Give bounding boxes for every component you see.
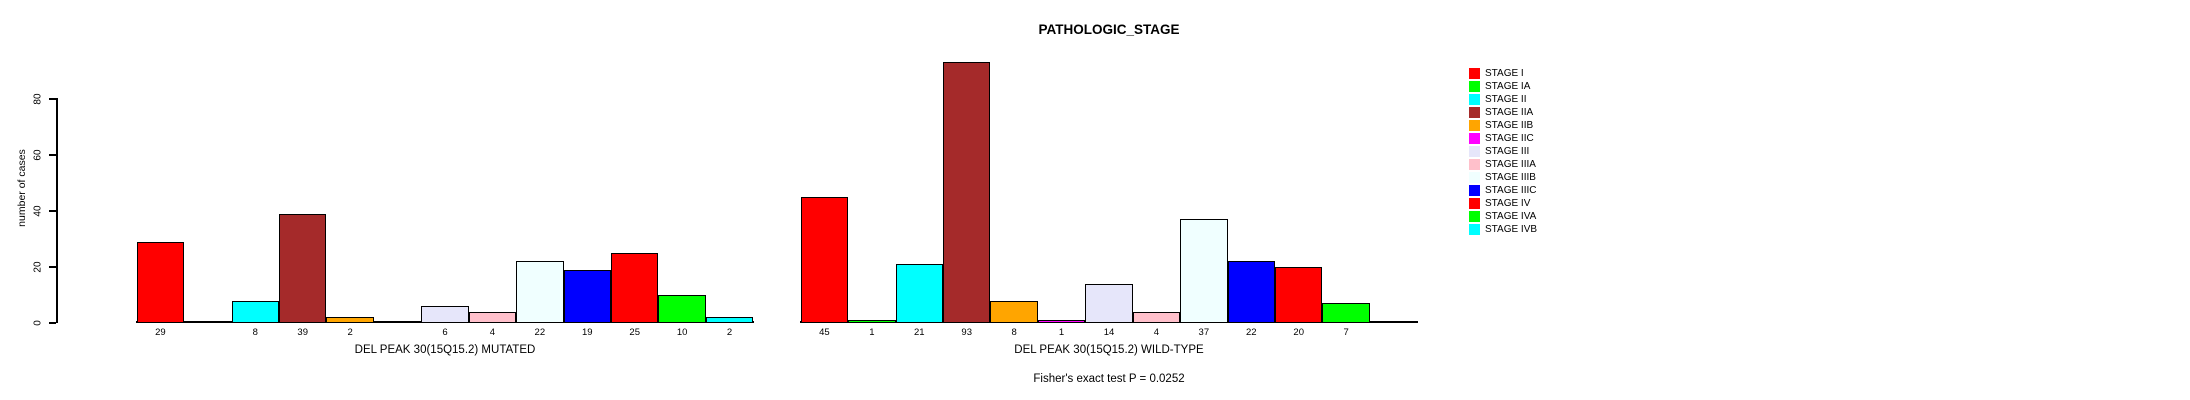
bar-stage-iiic <box>563 269 611 323</box>
bar-value-label: 39 <box>297 326 308 338</box>
bar-value-label: 4 <box>489 326 496 338</box>
bar-stage-iv <box>1275 266 1323 323</box>
legend-label: STAGE IIB <box>1485 120 1534 131</box>
y-axis-tick <box>49 265 56 268</box>
group-label: DEL PEAK 30(15Q15.2) WILD-TYPE <box>1014 344 1204 356</box>
bar-stage-i <box>800 196 849 323</box>
legend-label: STAGE IIIB <box>1485 172 1536 183</box>
y-axis-tick <box>49 209 56 212</box>
legend-swatch <box>1469 68 1480 79</box>
legend-label: STAGE I <box>1485 68 1524 79</box>
bar-value-label: 14 <box>1103 326 1115 338</box>
bar-value-label: 1 <box>1058 326 1065 338</box>
legend-label: STAGE II <box>1485 94 1527 105</box>
legend-label: STAGE IIIC <box>1485 185 1537 196</box>
bar-value-label: 25 <box>629 326 640 338</box>
group-label: DEL PEAK 30(15Q15.2) MUTATED <box>354 344 536 356</box>
legend-swatch <box>1469 211 1480 222</box>
bar-stage-iii <box>1085 283 1133 323</box>
legend-swatch <box>1469 198 1480 209</box>
legend-swatch <box>1469 159 1480 170</box>
bar-stage-iv <box>611 252 659 323</box>
legend-label: STAGE III <box>1485 146 1530 157</box>
bar-stage-iic <box>1037 320 1086 323</box>
bar-stage-ivb <box>705 317 754 323</box>
y-axis-tick <box>49 322 56 324</box>
legend-swatch <box>1469 81 1480 92</box>
bar-value-label: 8 <box>252 326 258 338</box>
legend-swatch <box>1469 146 1480 157</box>
y-axis-line <box>55 97 58 323</box>
y-axis-tick <box>49 153 56 156</box>
legend-label: STAGE IIC <box>1485 133 1534 144</box>
legend-label: STAGE IVB <box>1485 224 1538 235</box>
bar-value-label: 1 <box>869 326 875 338</box>
legend-label: STAGE IA <box>1485 81 1531 92</box>
bar-value-label: 45 <box>819 326 830 338</box>
bar-stage-iii <box>421 306 469 323</box>
bar-stage-iiia <box>1132 311 1181 323</box>
bar-stage-iiic <box>1227 261 1275 323</box>
bar-stage-ia <box>848 320 896 323</box>
bar-value-label: 22 <box>534 326 546 338</box>
legend-swatch <box>1469 133 1480 144</box>
legend-swatch <box>1469 172 1480 183</box>
legend-label: STAGE IIIA <box>1485 159 1536 170</box>
legend-swatch <box>1469 185 1480 196</box>
bar-stage-iva <box>1322 303 1370 323</box>
bar-stage-iib <box>990 300 1038 323</box>
bar-stage-iva <box>658 294 706 323</box>
bar-value-label: 93 <box>961 326 972 338</box>
bar-value-label: 21 <box>913 326 925 338</box>
chart-title: PATHOLOGIC_STAGE <box>1038 22 1180 37</box>
bar-value-label: 7 <box>1343 326 1349 338</box>
bar-value-label: 8 <box>1011 326 1017 338</box>
bar-value-label: 22 <box>1245 326 1257 338</box>
bar-stage-ii <box>231 300 279 323</box>
bar-value-label: 29 <box>155 326 166 338</box>
bar-value-label: 4 <box>1153 326 1160 338</box>
bar-stage-iib <box>326 317 374 323</box>
bar-stage-iiib <box>1180 219 1228 323</box>
bar-value-label: 10 <box>676 326 688 338</box>
legend-swatch <box>1469 94 1480 105</box>
legend-label: STAGE IV <box>1485 198 1531 209</box>
bar-stage-i <box>136 241 185 323</box>
legend-label: STAGE IIA <box>1485 107 1534 118</box>
legend-swatch <box>1469 120 1480 131</box>
legend-label: STAGE IVA <box>1485 211 1537 222</box>
bar-stage-ii <box>895 264 943 323</box>
legend-swatch <box>1469 224 1480 235</box>
bar-stage-iia <box>278 213 327 323</box>
legend-swatch <box>1469 107 1480 118</box>
bar-stage-iia <box>942 62 991 323</box>
bar-value-label: 6 <box>442 326 448 338</box>
bar-value-label: 2 <box>726 326 733 338</box>
y-axis-tick <box>49 97 56 100</box>
bar-stage-iiia <box>468 311 517 323</box>
bar-value-label: 19 <box>581 326 593 338</box>
bar-value-label: 2 <box>347 326 353 338</box>
bar-stage-iiib <box>516 261 564 323</box>
bar-value-label: 20 <box>1293 326 1304 338</box>
bar-value-label: 37 <box>1198 326 1210 338</box>
fisher-annotation: Fisher's exact test P = 0.0252 <box>1033 373 1185 385</box>
